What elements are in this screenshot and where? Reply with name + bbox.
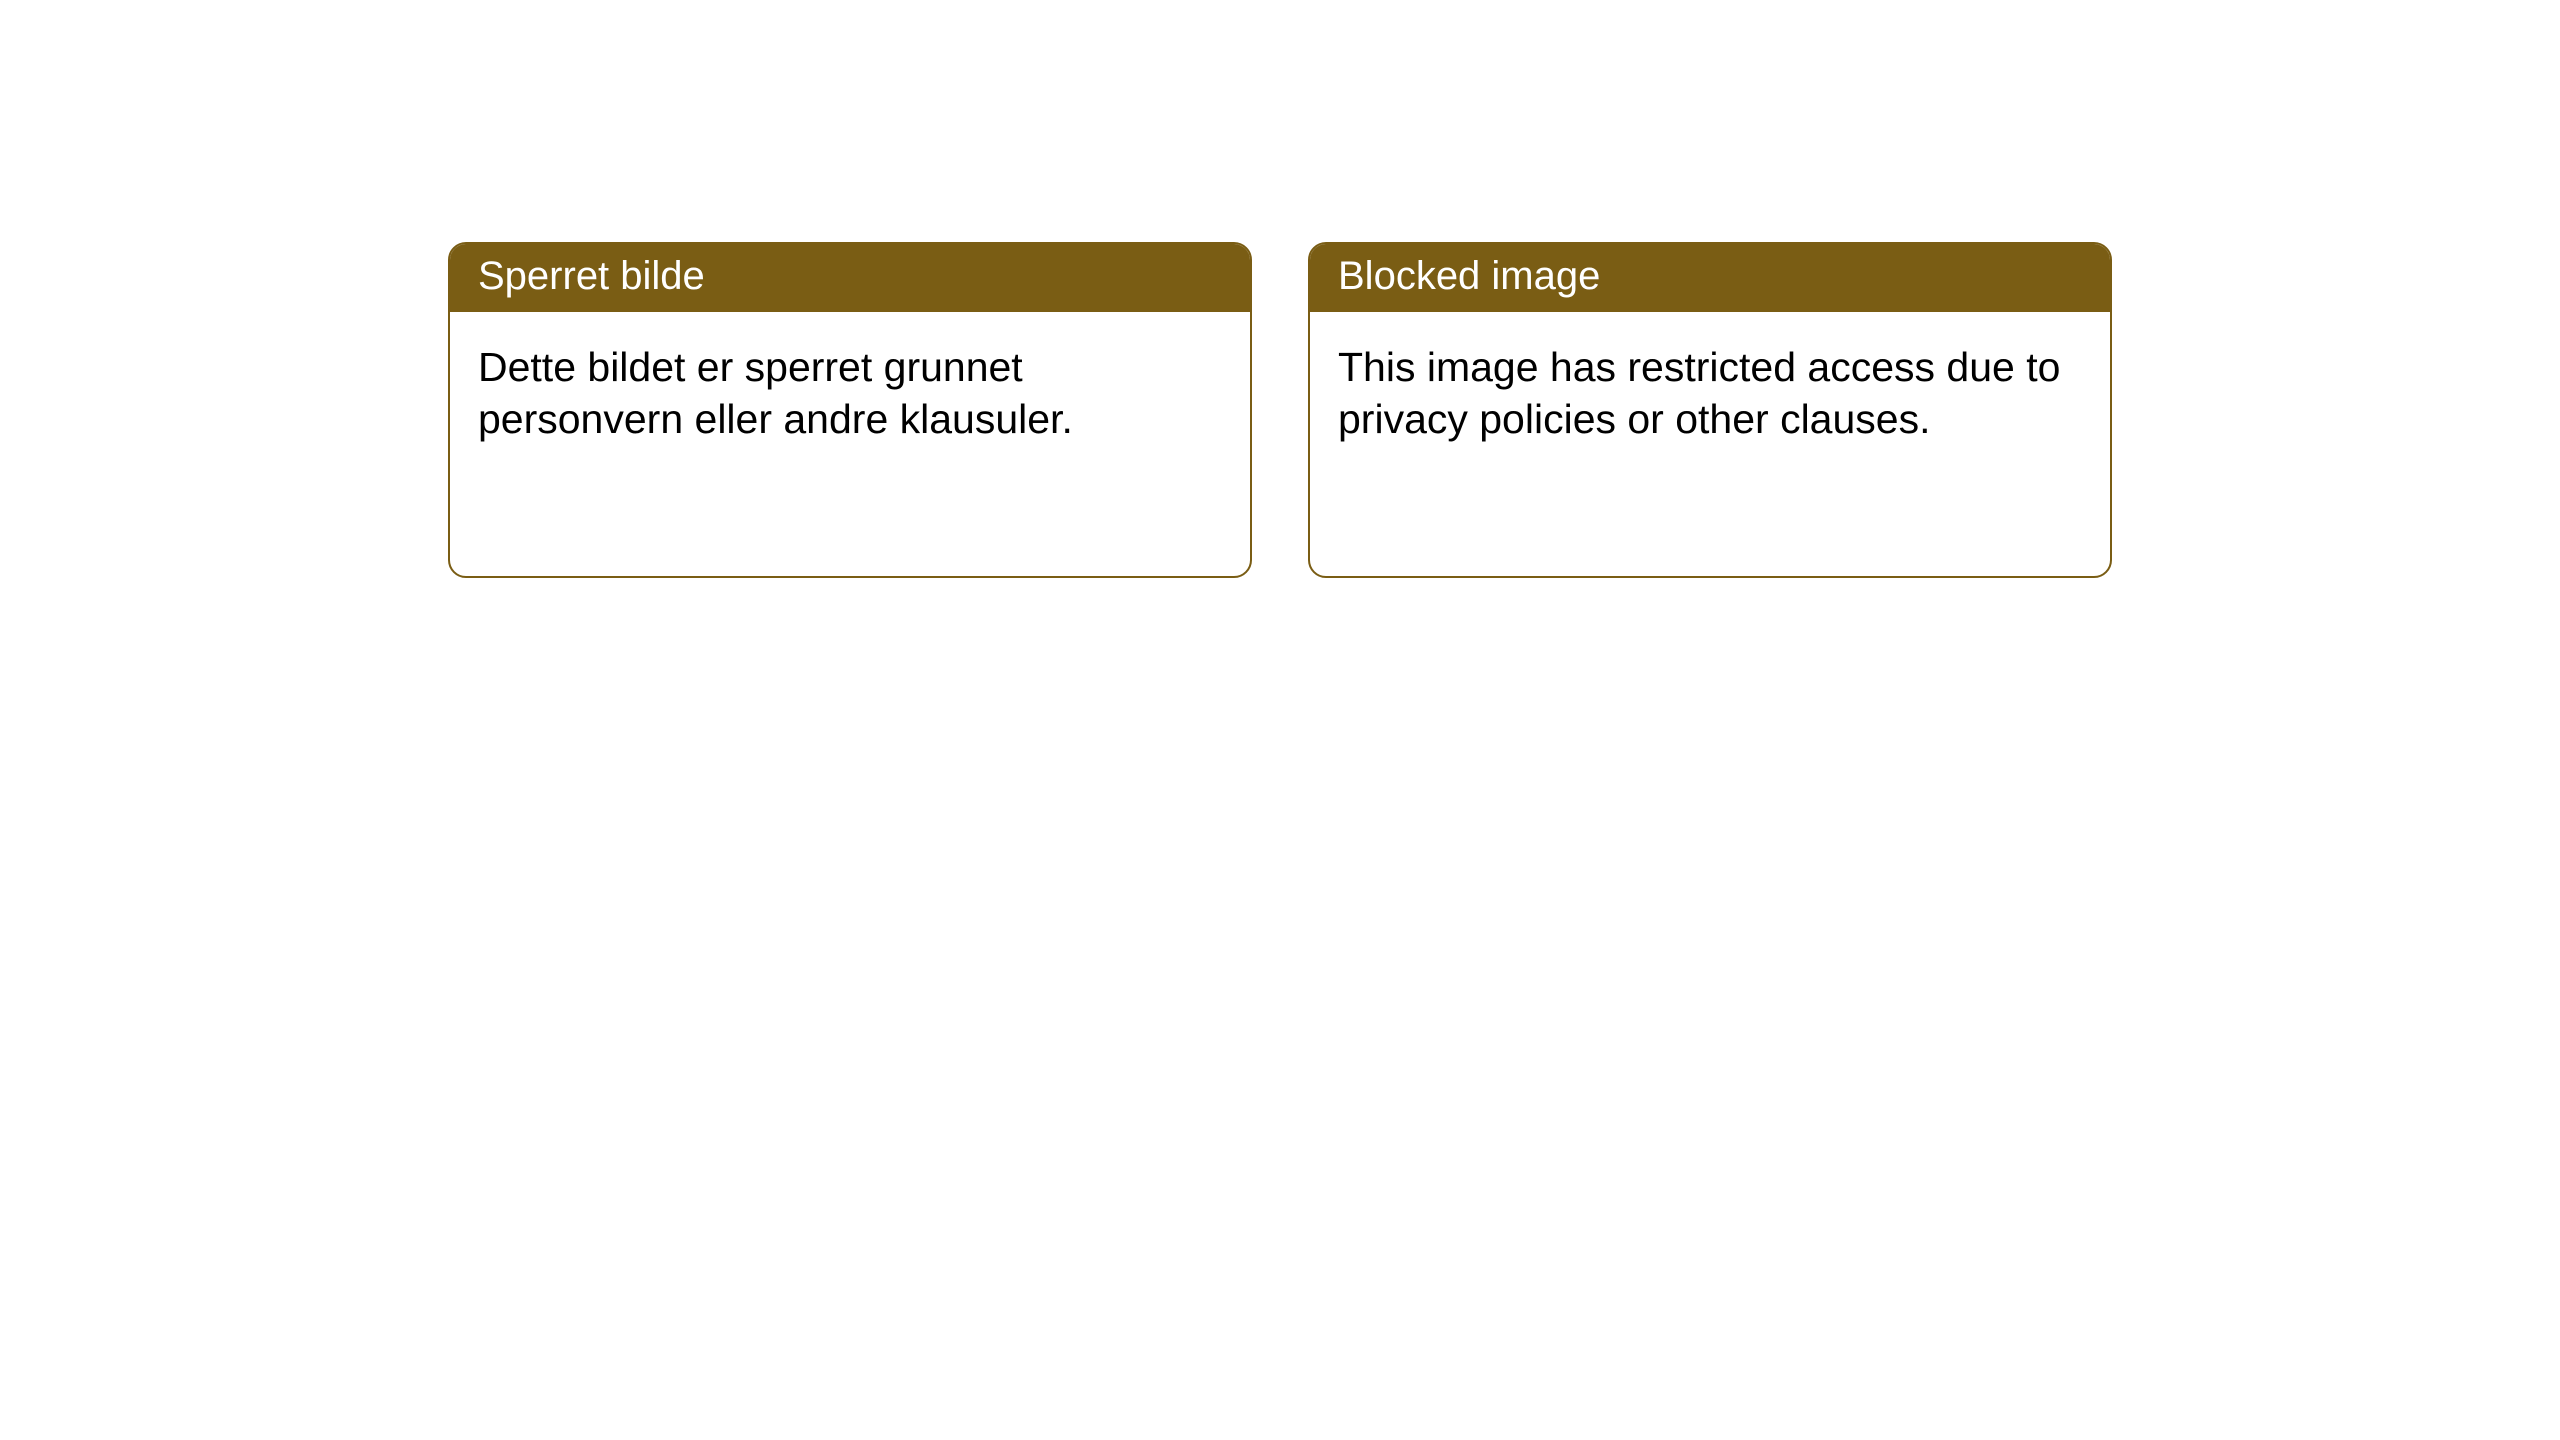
notice-container: Sperret bilde Dette bildet er sperret gr…: [448, 242, 2112, 578]
notice-title-english: Blocked image: [1310, 244, 2110, 312]
notice-message-english: This image has restricted access due to …: [1310, 312, 2110, 473]
notice-card-norwegian: Sperret bilde Dette bildet er sperret gr…: [448, 242, 1252, 578]
notice-message-norwegian: Dette bildet er sperret grunnet personve…: [450, 312, 1250, 473]
notice-card-english: Blocked image This image has restricted …: [1308, 242, 2112, 578]
notice-title-norwegian: Sperret bilde: [450, 244, 1250, 312]
